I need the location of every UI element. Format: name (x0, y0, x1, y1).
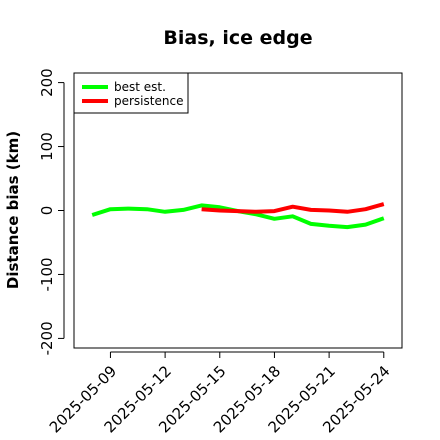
chart-title: Bias, ice edge (163, 27, 312, 49)
x-axis: 2025-05-092025-05-122025-05-152025-05-18… (46, 351, 394, 436)
y-tick-label: 200 (38, 68, 56, 97)
y-tick-label: 100 (38, 132, 56, 161)
legend-label: best est. (114, 80, 166, 94)
legend: best est.persistence (73, 72, 189, 114)
series-layer (91, 202, 385, 230)
y-tick-label: -100 (38, 257, 56, 291)
legend-label: persistence (114, 94, 183, 108)
plot-frame (73, 72, 403, 349)
series-line-1 (91, 203, 385, 230)
series-line-2 (201, 202, 385, 214)
y-axis-label: Distance bias (km) (4, 131, 22, 289)
y-axis: -200 -100 0 100 200 (38, 68, 65, 355)
y-tick-label: 0 (38, 206, 56, 216)
legend-box (73, 72, 189, 114)
y-tick-label: -200 (38, 321, 56, 355)
